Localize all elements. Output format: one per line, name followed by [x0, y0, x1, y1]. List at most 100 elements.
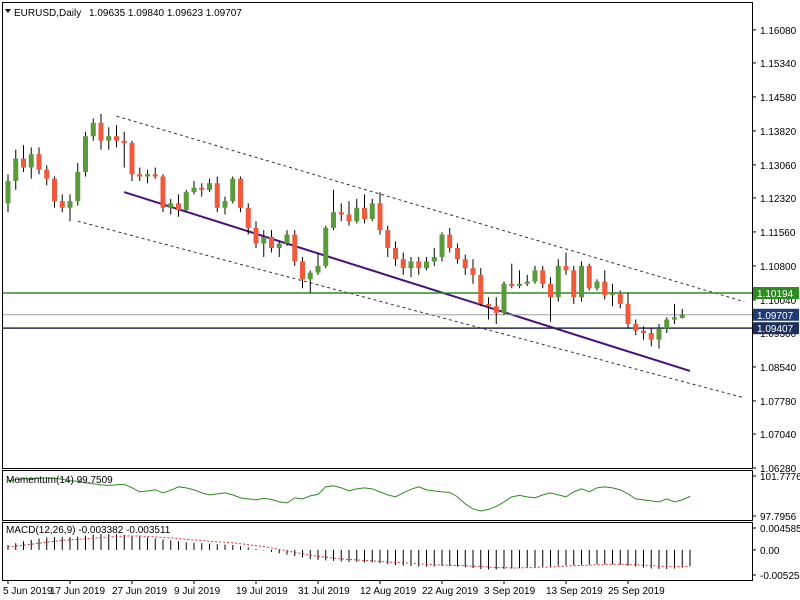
price-tick-label: 1.10040 — [760, 296, 797, 307]
candles — [5, 113, 685, 349]
candle-body — [617, 292, 623, 304]
candle-body — [641, 330, 646, 333]
macd-histogram — [7, 534, 691, 570]
candle-body — [672, 317, 677, 320]
candle — [129, 140, 135, 181]
candle-body — [253, 227, 259, 244]
candle — [90, 118, 96, 141]
candle — [602, 270, 608, 300]
candle — [284, 230, 290, 246]
macd-panel-frame — [2, 522, 753, 581]
momentum-panel[interactable]: 101.7776 97.7956 Momentum(14) 99.7509 — [2, 470, 800, 524]
candle-body — [447, 234, 453, 249]
channel-upper-line — [116, 115, 745, 303]
resistance-price-label-text: 1.10194 — [757, 289, 794, 300]
candle-body — [98, 122, 104, 141]
candle — [369, 198, 375, 222]
candle — [439, 232, 445, 262]
current-price-label: 1.09707 — [753, 308, 799, 322]
candle-body — [300, 261, 305, 280]
candle — [338, 203, 344, 222]
candle — [21, 145, 26, 173]
candle — [470, 259, 476, 284]
candle-body — [555, 265, 561, 298]
candle — [44, 165, 50, 186]
candle — [121, 131, 127, 168]
candle — [393, 241, 398, 266]
candle-body — [176, 203, 181, 211]
candle — [548, 277, 553, 322]
candle — [586, 263, 592, 291]
candle-body — [75, 172, 81, 202]
candle — [517, 270, 522, 289]
candle-body — [346, 214, 352, 222]
candle-body — [408, 261, 414, 269]
candle-body — [238, 178, 243, 208]
candle — [400, 252, 406, 275]
candle — [509, 263, 515, 289]
current-price-label-bg — [753, 308, 799, 321]
time-tick-label: 12 Aug 2019 — [360, 586, 417, 597]
candle — [462, 254, 468, 275]
momentum-panel-frame — [2, 470, 753, 521]
candle-body — [393, 248, 398, 260]
candle-body — [230, 178, 236, 202]
symbol-title: EURUSD,Daily — [14, 8, 81, 19]
price-tick-label: 1.07780 — [760, 397, 797, 408]
candle-body — [369, 203, 375, 219]
price-axis: 1.16080 1.15340 1.14580 1.13820 1.13060 1.123… — [752, 26, 797, 475]
candle-body — [261, 236, 267, 244]
candle — [75, 163, 81, 206]
candle — [493, 297, 499, 325]
time-tick-label: 22 Aug 2019 — [422, 586, 479, 597]
candle — [276, 241, 282, 257]
candle-body — [137, 174, 143, 177]
momentum-polyline — [7, 477, 691, 512]
candle — [408, 256, 414, 278]
candle-body — [331, 212, 336, 228]
candle — [183, 189, 189, 213]
candle-body — [245, 207, 251, 228]
candle — [199, 183, 205, 197]
candle-body — [160, 176, 166, 208]
momentum-line — [7, 477, 691, 512]
candle-body — [571, 270, 577, 298]
candle — [455, 243, 460, 264]
price-tick-label: 1.06280 — [760, 464, 797, 475]
candle-body — [292, 234, 298, 262]
candle-body — [338, 212, 344, 215]
candle — [524, 274, 530, 287]
price-labels: 1.10194 1.09707 1.09407 — [753, 286, 799, 335]
candle-body — [462, 259, 468, 269]
candle-body — [269, 236, 274, 249]
candle-body — [21, 158, 26, 168]
price-tick-label: 1.08540 — [760, 363, 797, 374]
candle-body — [602, 281, 608, 295]
price-tick-label: 1.14580 — [760, 93, 797, 104]
candle — [424, 256, 429, 271]
momentum-title: Momentum(14) 99.7509 — [6, 475, 113, 486]
candle-body — [183, 192, 189, 211]
price-tick-label: 1.10800 — [760, 262, 797, 273]
price-tick-label: 1.09300 — [760, 329, 797, 340]
candle-body — [470, 268, 476, 275]
macd-title: MACD(12,26,9) -0.003382 -0.003511 — [6, 525, 171, 536]
candle-body — [52, 178, 57, 202]
macd-panel[interactable]: 0.004585 0.00 -0.005254 MACD(12,26,9) -0.0… — [2, 522, 800, 583]
macd-tick-label: 0.004585 — [760, 524, 800, 535]
candle-body — [648, 332, 654, 340]
candle-body — [439, 234, 445, 257]
collapse-triangle-icon[interactable] — [5, 9, 11, 13]
price-panel[interactable]: 1.16080 1.15340 1.14580 1.13820 1.13060 1.123… — [2, 2, 800, 476]
support-price-label: 1.09407 — [753, 322, 799, 335]
price-tick-label: 1.11560 — [760, 228, 796, 239]
candle — [269, 230, 274, 253]
candle-body — [362, 207, 367, 219]
candle-body — [509, 283, 515, 287]
candle-body — [610, 292, 615, 295]
candle-body — [354, 207, 360, 222]
candle-body — [199, 187, 205, 190]
candle-body — [377, 203, 383, 231]
